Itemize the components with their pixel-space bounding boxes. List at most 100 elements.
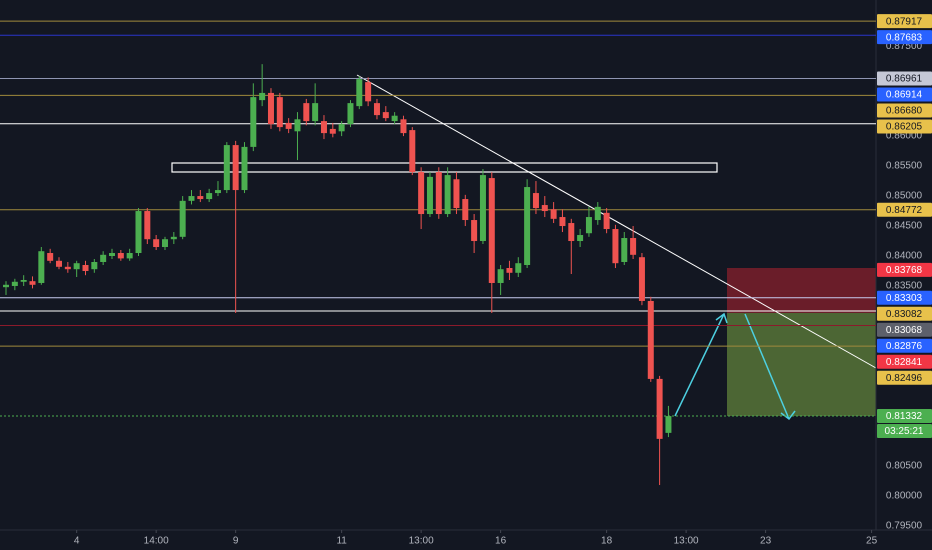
x-tick-label: 18 — [601, 536, 613, 547]
candle-body — [418, 172, 425, 215]
candle-body — [223, 145, 230, 191]
candle-body — [259, 92, 266, 101]
level-label-box — [877, 338, 932, 353]
candle-body — [197, 196, 204, 200]
countdown-box — [877, 423, 932, 438]
candle-body — [82, 265, 89, 271]
level-label: 0.84772 — [886, 205, 923, 216]
candle-body — [3, 284, 10, 288]
countdown: 03:25:21 — [885, 426, 924, 437]
candle-body — [621, 238, 628, 263]
level-label: 0.83068 — [886, 325, 923, 336]
arrow-up — [674, 313, 725, 417]
level-label: 0.87683 — [886, 32, 923, 43]
x-tick-label: 4 — [74, 536, 80, 547]
candle-body — [29, 281, 36, 285]
candle-body — [426, 176, 433, 215]
candle-body — [488, 178, 495, 283]
arrow-down — [744, 313, 790, 420]
candle-body — [612, 229, 619, 264]
candle-body — [20, 279, 27, 282]
candle-body — [479, 175, 486, 242]
stop-zone — [727, 268, 876, 313]
candle-body — [585, 217, 592, 234]
candle-body — [471, 220, 478, 242]
y-tick-label: 0.80000 — [886, 490, 923, 501]
candle-body — [47, 253, 54, 261]
candle-body — [338, 124, 345, 132]
x-tick-label: 13:00 — [409, 536, 434, 547]
candle-body — [312, 103, 319, 122]
candle-body — [126, 253, 133, 259]
candle-body — [532, 193, 539, 209]
candle-body — [135, 211, 142, 254]
candle-body — [524, 187, 531, 265]
level-label-box — [877, 370, 932, 385]
candle-body — [435, 172, 442, 215]
candle-body — [603, 212, 610, 230]
candle-body — [276, 97, 283, 128]
candle-body — [144, 211, 151, 240]
candle-body — [444, 175, 451, 215]
candle-body — [506, 267, 513, 273]
candle-body — [550, 209, 557, 219]
candle-body — [73, 263, 80, 270]
y-tick-label: 0.85000 — [886, 191, 923, 202]
level-label-box — [877, 322, 932, 337]
y-tick-label: 0.83500 — [886, 281, 923, 292]
candle-body — [347, 103, 354, 125]
x-tick-label: 9 — [233, 536, 239, 547]
level-label: 0.82876 — [886, 341, 923, 352]
level-label: 0.86961 — [886, 74, 923, 85]
candle-body — [206, 193, 213, 200]
level-label-box — [877, 87, 932, 102]
candle-body — [188, 196, 195, 201]
candle-body — [179, 200, 186, 237]
candle-body — [665, 416, 672, 433]
candle-body — [373, 103, 380, 116]
level-label: 0.81332 — [886, 411, 923, 422]
level-label-box — [877, 262, 932, 277]
level-label-box — [877, 354, 932, 369]
candle-body — [64, 266, 71, 270]
candle-body — [241, 146, 248, 191]
candle-body — [594, 206, 601, 221]
level-label-box — [877, 202, 932, 217]
candle-body — [117, 253, 124, 259]
candle-body — [647, 300, 654, 379]
candle-body — [11, 281, 18, 286]
y-tick-label: 0.87500 — [886, 41, 923, 52]
candle-body — [329, 128, 336, 134]
level-label-box — [877, 408, 932, 423]
candle-body — [453, 179, 460, 209]
candle-body — [285, 122, 292, 129]
x-tick-label: 14:00 — [144, 536, 169, 547]
candle-body — [303, 103, 310, 122]
x-tick-label: 16 — [495, 536, 507, 547]
candle-body — [382, 112, 389, 119]
level-label: 0.86205 — [886, 122, 923, 133]
level-label-box — [877, 119, 932, 134]
level-label-box — [877, 103, 932, 118]
candle-body — [515, 263, 522, 273]
x-tick-label: 25 — [866, 536, 878, 547]
x-tick-label: 13:00 — [674, 536, 699, 547]
x-tick-label: 23 — [760, 536, 772, 547]
y-tick-label: 0.79500 — [886, 520, 923, 531]
candle-body — [320, 121, 327, 134]
candle-body — [630, 238, 637, 255]
candle-body — [250, 97, 257, 147]
level-label: 0.86680 — [886, 106, 923, 117]
candle-body — [577, 235, 584, 242]
candle-body — [38, 251, 45, 283]
x-tick-label: 11 — [336, 536, 347, 547]
candle-body — [656, 378, 663, 439]
candle-body — [568, 223, 575, 242]
candle-body — [638, 257, 645, 301]
candle-body — [214, 190, 221, 194]
candle-body — [559, 217, 566, 227]
level-label: 0.83082 — [886, 309, 923, 320]
level-label-box — [877, 14, 932, 29]
y-tick-label: 0.80500 — [886, 460, 923, 471]
